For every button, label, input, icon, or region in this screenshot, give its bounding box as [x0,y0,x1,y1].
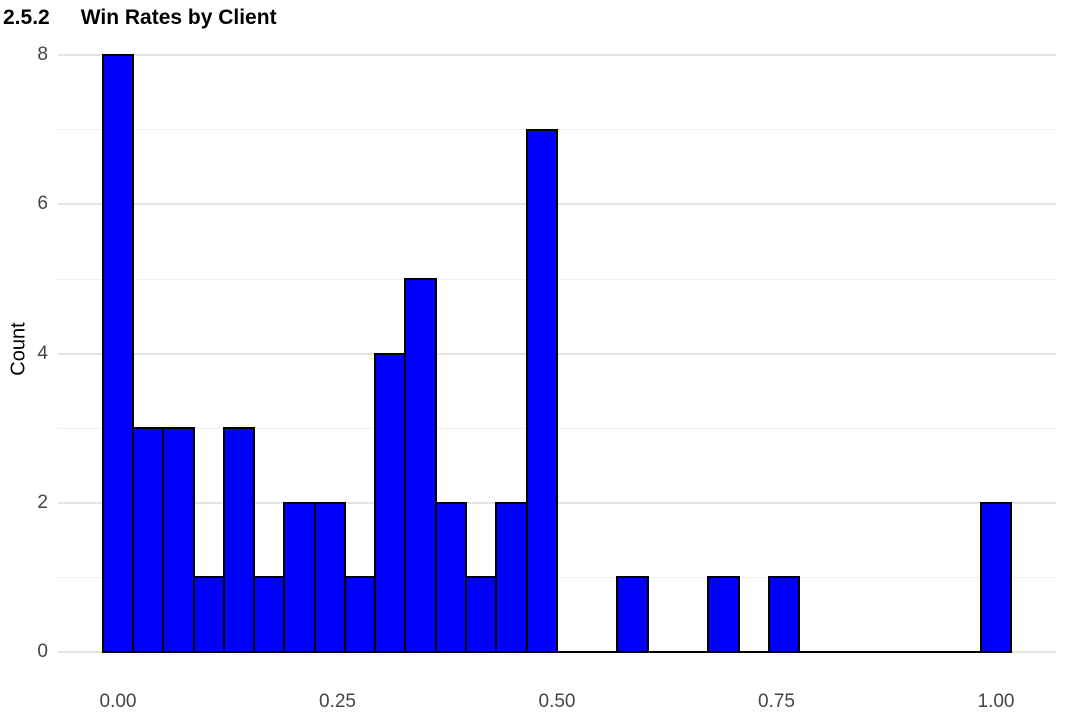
y-tick-label: 6 [37,193,48,215]
x-tick-label: 1.00 [977,691,1015,712]
y-tick-label: 8 [37,44,48,66]
y-tick-label: 4 [37,342,48,364]
x-tick-label: 0.00 [99,691,137,712]
histogram-bar [465,576,498,654]
histogram-bar [616,576,649,654]
gridline-major [58,54,1056,57]
histogram-bar [313,501,347,654]
histogram-bar [374,352,407,654]
histogram-bar [222,427,256,654]
histogram-bar [404,277,437,654]
histogram-bar [283,501,316,654]
x-tick-label: 0.25 [319,691,356,712]
x-tick-label: 0.75 [758,691,795,712]
histogram-bar [162,427,195,654]
histogram-bar [525,128,559,654]
section-heading: 2.5.2 Win Rates by Client [3,6,277,30]
histogram-bar [495,501,528,654]
section-number: 2.5.2 [3,6,50,29]
histogram-bar [253,576,286,654]
histogram-bar [192,576,226,654]
y-tick-label: 0 [37,641,48,662]
histogram-bar [707,576,740,654]
histogram-bar [343,576,377,654]
y-tick-label: 2 [37,491,48,513]
histogram-bar [132,427,165,654]
x-tick-label: 0.50 [538,691,576,712]
histogram-bar [979,501,1013,654]
histogram-bar [434,501,468,654]
histogram-bar [767,576,801,654]
section-title: Win Rates by Client [80,6,277,29]
histogram-bar [101,54,135,654]
